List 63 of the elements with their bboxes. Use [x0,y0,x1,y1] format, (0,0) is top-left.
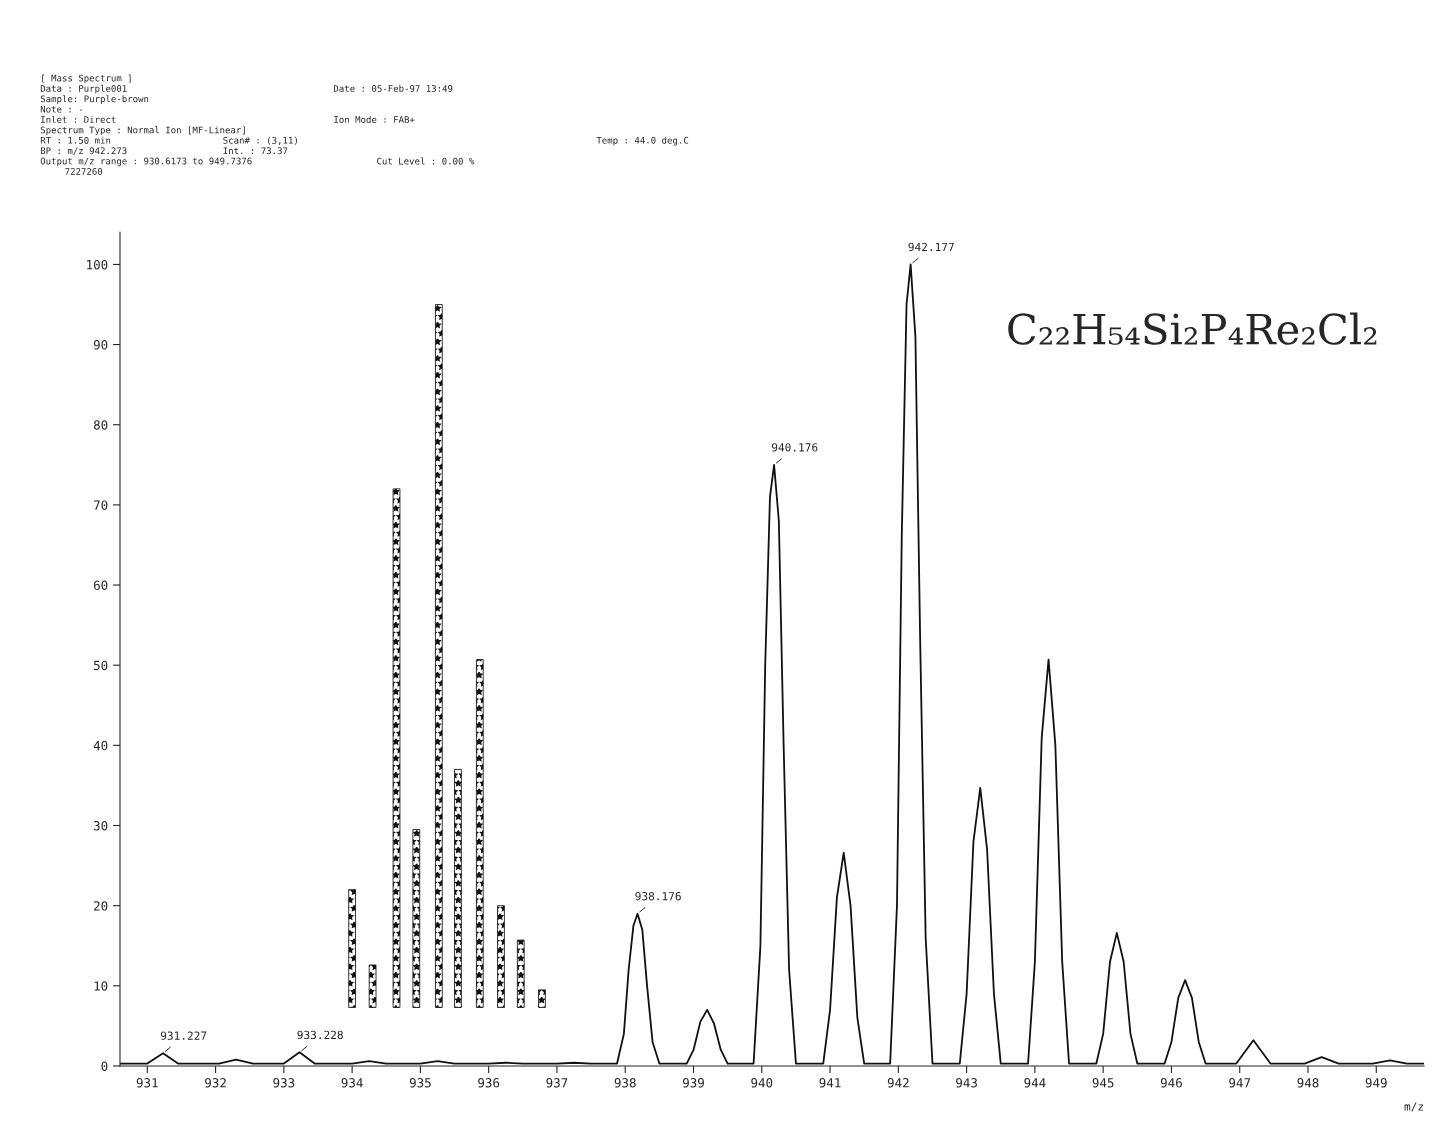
text: Sample: Purple-brown [40,95,149,104]
x-tick-label: 942 [887,1078,909,1088]
text: Scan# : (3,11) [223,136,297,145]
y-tick-label: 30 [93,821,108,831]
bar [348,889,356,1008]
y-tick-label: 90 [93,340,108,350]
x-tick-label: 931 [136,1078,158,1088]
annotation: C₂₂H₅₄Si₂P₄Re₂Cl₂ [1008,312,1377,345]
x-tick-label: 940 [751,1078,773,1088]
x-tick-label: 947 [1229,1078,1251,1088]
annotation: 931.227 [160,1031,207,1040]
x-tick-label: 946 [1160,1078,1182,1088]
bar [516,939,525,1008]
y-tick-label: 20 [94,901,108,911]
x-tick-label: 937 [546,1078,568,1088]
bar [368,964,377,1008]
y-tick-label: 50 [94,660,108,671]
x-tick-label: 949 [1365,1078,1387,1088]
x-tick-label: 943 [956,1078,977,1088]
annotation: 942.177 [908,242,954,252]
text: Int. : 73.37 [223,147,288,155]
bar [538,989,546,1008]
bar [412,829,421,1008]
text: BP : m/z 942.273 [40,147,127,155]
bar [475,659,484,1008]
x-tick-label: 939 [683,1078,704,1088]
bar [497,905,505,1008]
text: Inlet : Direct [41,115,116,123]
y-tick-label: 0 [101,1061,108,1071]
text: 7227260 [65,168,103,175]
x-tick-label: 934 [341,1078,363,1088]
text: Data : Purple001 [40,84,127,94]
x-tick-label: 945 [1092,1078,1114,1088]
bar [435,304,443,1008]
bar [392,488,401,1008]
text: Spectrum Type : Normal Ion [MF-Linear] [40,126,245,136]
text: Temp : 44.0 deg.C [596,136,689,146]
y-tick-label: 80 [93,420,108,430]
text: [ Mass Spectrum ] [42,74,131,84]
text: Note : - [40,105,83,113]
x-tick-label: 933 [273,1078,295,1088]
text: Ion Mode : FAB+ [334,116,415,123]
y-tick-label: 70 [93,500,108,510]
bar [454,768,462,1008]
text: Date : 05-Feb-97 13:49 [333,84,453,92]
x-tick-label: 936 [478,1078,500,1088]
annotation: 940.176 [771,443,818,452]
y-tick-label: 40 [93,740,108,751]
text: RT : 1.50 min [40,136,111,144]
x-tick-label: 944 [1024,1078,1046,1088]
text: Output m/z range : 930.6173 to 949.7376 [40,157,252,167]
x-axis-title: m/z [1404,1102,1424,1112]
text: Cut Level : 0.00 % [377,157,475,165]
x-tick-label: 935 [409,1078,431,1088]
x-tick-label: 941 [819,1078,841,1088]
annotation: 938.176 [635,892,681,901]
y-tick-label: 100 [87,259,108,270]
y-tick-label: 60 [93,580,108,590]
x-tick-label: 938 [614,1078,636,1088]
x-tick-label: 932 [205,1078,226,1088]
y-tick-label: 10 [94,981,108,991]
x-tick-label: 948 [1297,1078,1319,1088]
annotation: 933.228 [297,1030,343,1040]
